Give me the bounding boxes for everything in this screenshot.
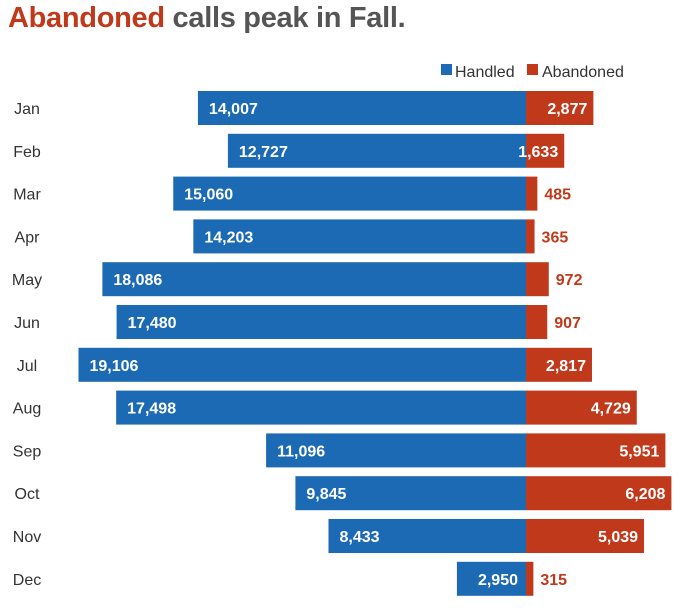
legend-label-abandoned: Abandoned xyxy=(542,64,624,81)
bar-abandoned-sep xyxy=(526,433,666,468)
category-label-jul: Jul xyxy=(17,358,37,375)
data-label-abandoned-feb: 1,633 xyxy=(518,144,558,161)
bar-handled-jan xyxy=(197,91,526,125)
bar-abandoned-jul xyxy=(526,347,592,382)
data-label-handled-jun: 17,480 xyxy=(128,315,177,332)
bar-abandoned-mar xyxy=(526,176,538,211)
legend-swatch-handled xyxy=(441,64,452,75)
bar-handled-aug xyxy=(116,390,527,425)
category-label-dec: Dec xyxy=(13,572,41,589)
category-label-may: May xyxy=(12,272,42,289)
chart-title-rest: calls peak in Fall. xyxy=(164,2,406,34)
bar-handled-nov xyxy=(328,519,526,553)
chart-title-highlight: Abandoned xyxy=(8,2,165,34)
data-label-handled-feb: 12,727 xyxy=(239,144,288,161)
data-label-handled-aug: 17,498 xyxy=(127,401,176,418)
data-label-abandoned-dec: 315 xyxy=(540,572,567,589)
category-label-mar: Mar xyxy=(13,187,41,204)
bar-abandoned-aug xyxy=(526,390,637,425)
data-label-handled-sep: 11,096 xyxy=(277,443,325,460)
bar-handled-dec xyxy=(456,561,526,596)
bar-abandoned-jun xyxy=(526,305,548,339)
category-label-sep: Sep xyxy=(13,443,42,460)
bar-handled-may xyxy=(102,262,526,297)
bar-abandoned-may xyxy=(526,262,549,297)
bar-handled-jul xyxy=(78,347,526,382)
data-label-abandoned-sep: 5,951 xyxy=(619,443,659,460)
data-label-handled-mar: 15,060 xyxy=(184,187,233,204)
legend-swatch-abandoned xyxy=(527,64,538,75)
bar-abandoned-dec xyxy=(526,561,534,596)
category-label-nov: Nov xyxy=(13,529,41,546)
bar-abandoned-jan xyxy=(526,91,594,125)
data-label-abandoned-nov: 5,039 xyxy=(598,529,638,546)
data-label-abandoned-apr: 365 xyxy=(542,229,569,246)
data-label-handled-oct: 9,845 xyxy=(306,486,346,503)
data-label-abandoned-may: 972 xyxy=(556,272,583,289)
category-label-aug: Aug xyxy=(13,401,41,418)
data-label-handled-jul: 19,106 xyxy=(90,358,139,375)
bar-handled-apr xyxy=(193,219,526,254)
data-label-abandoned-jan: 2,877 xyxy=(547,101,587,118)
data-label-abandoned-mar: 485 xyxy=(544,187,571,204)
category-label-oct: Oct xyxy=(15,486,40,503)
bar-abandoned-oct xyxy=(526,476,672,511)
legend-label-handled: Handled xyxy=(455,64,515,81)
bar-handled-jun xyxy=(116,305,526,339)
category-label-jan: Jan xyxy=(14,101,40,118)
data-label-abandoned-oct: 6,208 xyxy=(625,486,665,503)
data-label-abandoned-aug: 4,729 xyxy=(591,401,631,418)
category-label-apr: Apr xyxy=(15,229,41,246)
bar-handled-feb xyxy=(227,133,526,168)
data-label-abandoned-jun: 907 xyxy=(554,315,581,332)
category-label-jun: Jun xyxy=(14,315,40,332)
bar-handled-sep xyxy=(266,433,526,468)
bar-handled-oct xyxy=(295,476,526,511)
data-label-abandoned-jul: 2,817 xyxy=(546,358,586,375)
bar-abandoned-feb xyxy=(526,133,565,168)
data-label-handled-apr: 14,203 xyxy=(204,229,253,246)
bar-handled-mar xyxy=(173,176,526,211)
data-label-handled-dec: 2,950 xyxy=(478,572,518,589)
data-label-handled-nov: 8,433 xyxy=(339,529,379,546)
chart-title: Abandoned calls peak in Fall. xyxy=(8,2,406,35)
bar-abandoned-nov xyxy=(526,519,645,553)
data-label-handled-jan: 14,007 xyxy=(209,101,258,118)
bar-abandoned-apr xyxy=(526,219,535,254)
category-label-feb: Feb xyxy=(13,144,41,161)
data-label-handled-may: 18,086 xyxy=(113,272,162,289)
